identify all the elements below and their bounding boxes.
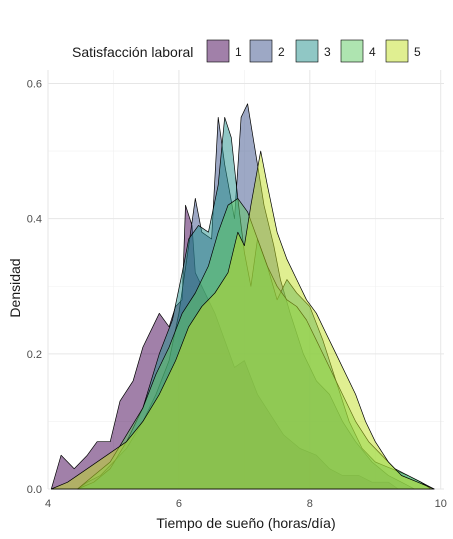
legend-label-4: 4 xyxy=(369,45,376,59)
axis-ticks: 4 6 8 10 0.0 0.2 0.4 0.6 xyxy=(27,79,447,510)
x-tick-label: 4 xyxy=(45,498,51,510)
legend-title: Satisfacción laboral xyxy=(72,44,193,60)
density-area-5 xyxy=(50,150,435,490)
legend-label-1: 1 xyxy=(235,45,242,59)
y-axis-title: Densidad xyxy=(7,258,23,317)
density-series xyxy=(50,103,435,490)
legend: Satisfacción laboral 1 2 3 4 5 xyxy=(72,39,421,63)
legend-key-1 xyxy=(206,39,230,63)
x-tick-label: 6 xyxy=(176,498,182,510)
y-tick-label: 0.0 xyxy=(27,484,42,496)
legend-label-2: 2 xyxy=(278,45,285,59)
legend-key-3 xyxy=(295,39,319,63)
x-tick-label: 8 xyxy=(307,498,313,510)
y-tick-label: 0.2 xyxy=(27,349,42,361)
legend-key-4 xyxy=(340,39,364,63)
y-tick-label: 0.4 xyxy=(27,214,42,226)
legend-label-3: 3 xyxy=(324,45,331,59)
y-tick-label: 0.6 xyxy=(27,79,42,91)
legend-label-5: 5 xyxy=(414,45,421,59)
legend-key-2 xyxy=(249,39,273,63)
x-tick-label: 10 xyxy=(435,498,447,510)
x-axis-title: Tiempo de sueño (horas/día) xyxy=(156,515,335,531)
legend-key-5 xyxy=(385,39,409,63)
